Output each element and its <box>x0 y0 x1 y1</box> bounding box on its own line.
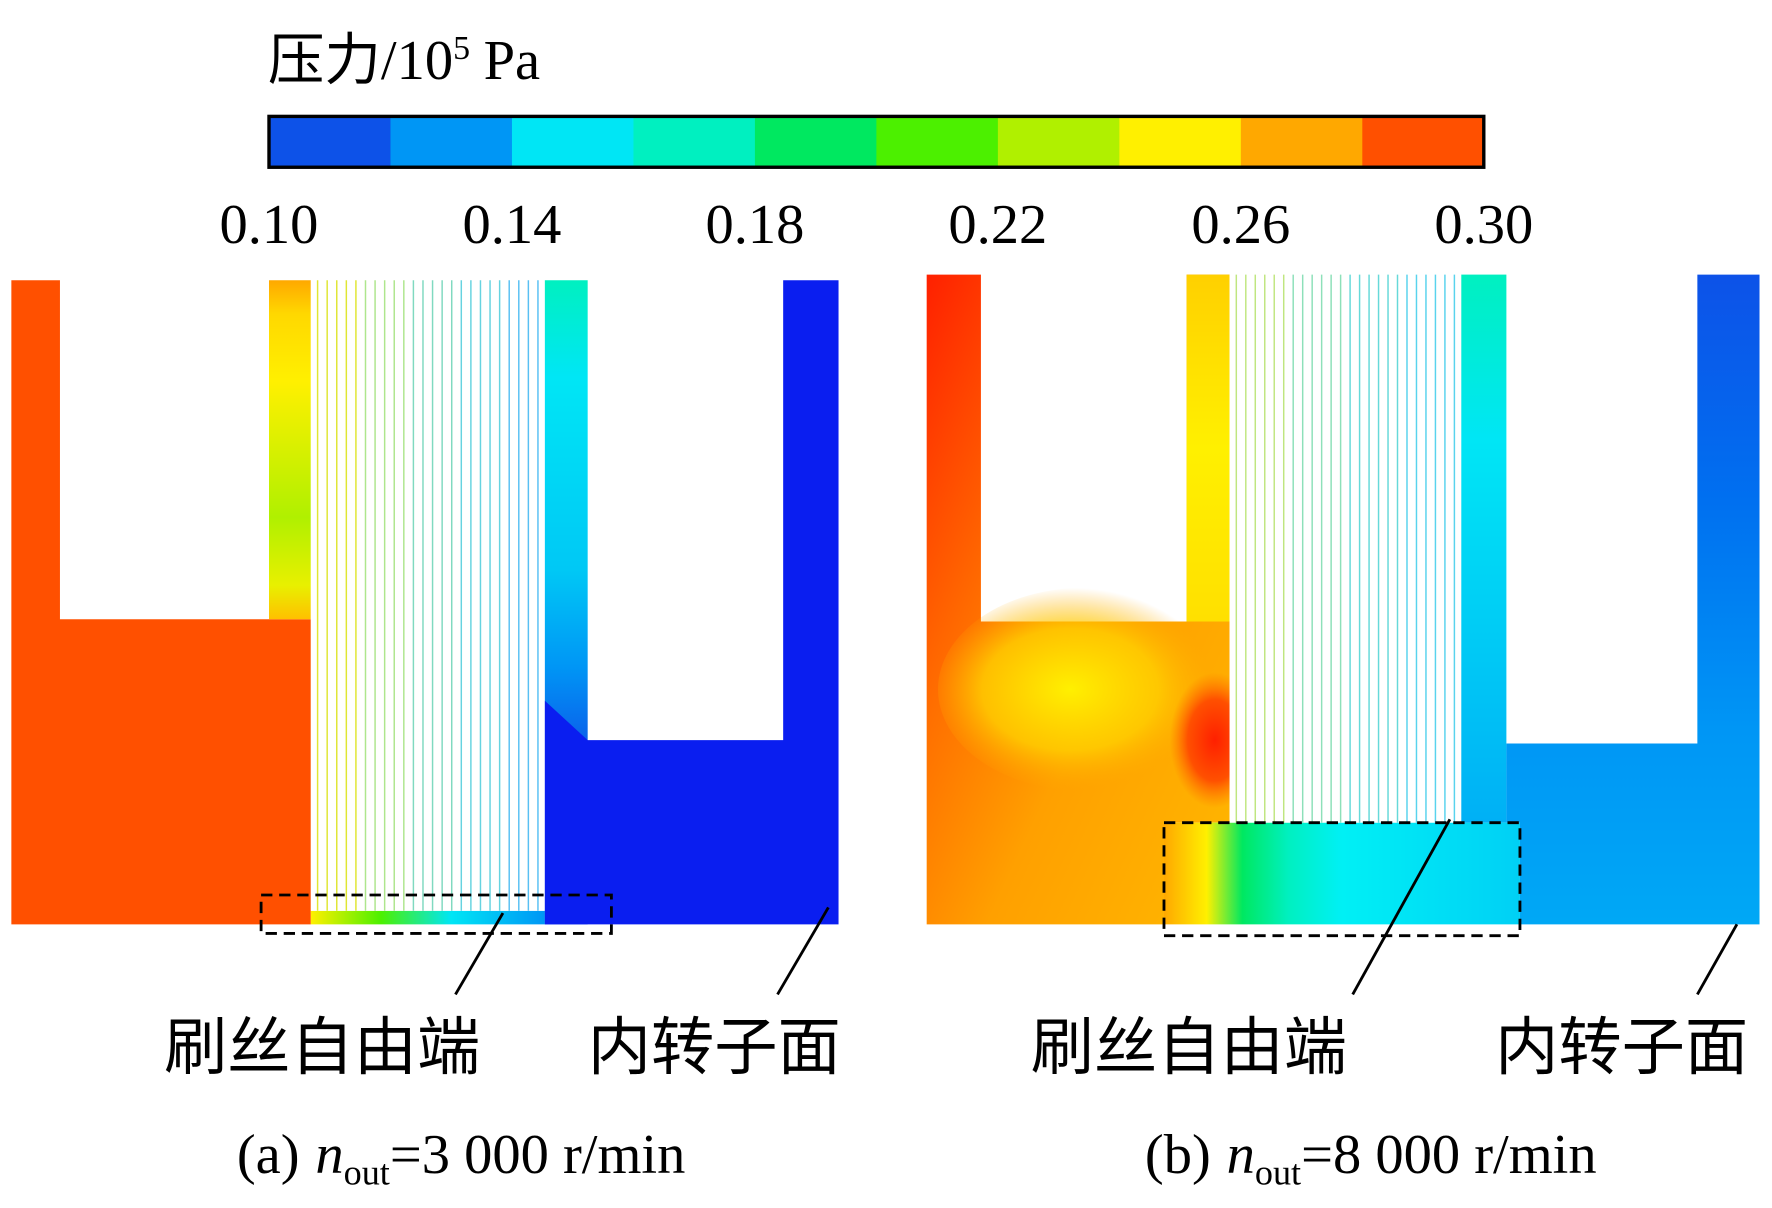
bristle-pack <box>1229 274 1462 823</box>
leader-line <box>776 906 830 996</box>
high-pressure-region <box>11 280 311 925</box>
colorbar-segment <box>876 116 999 168</box>
annotation: 刷丝自由端 <box>1031 1013 1347 1083</box>
bristle-background <box>310 280 545 911</box>
colorbar-tick-label: 0.30 <box>1434 194 1533 256</box>
colorbar-segment <box>754 116 877 168</box>
colorbar-segment <box>1240 116 1363 168</box>
caption: (b) nout=8 000 r/min <box>1145 1124 1597 1192</box>
leader-line <box>1696 923 1739 996</box>
colorbar-segment <box>1362 116 1485 168</box>
caption: (a) nout=3 000 r/min <box>237 1124 686 1192</box>
contour <box>937 587 1232 792</box>
caption-var: n <box>1227 1124 1255 1186</box>
title-main: 压力/10 <box>268 30 453 92</box>
colorbar-title: 压力/105 Pa <box>268 30 540 92</box>
annotation: 内转子面 <box>1495 1013 1748 1083</box>
upstream-gap <box>269 280 311 620</box>
colorbar-segment <box>1119 116 1242 168</box>
downstream-gap <box>1461 274 1507 823</box>
leader-line <box>454 912 505 996</box>
caption-var: n <box>315 1124 343 1186</box>
colorbar-ticks: 0.10 0.14 0.18 0.22 0.26 0.30 <box>220 194 1534 256</box>
colorbar-segment <box>269 116 392 168</box>
colorbar-tick-label: 0.26 <box>1191 194 1290 256</box>
colorbar-segment <box>390 116 513 168</box>
annotation: 刷丝自由端 <box>164 1013 480 1083</box>
panel-b: 刷丝自由端 内转子面 (b) nout=8 000 r/min <box>926 274 1760 1192</box>
colorbar-tick-label: 0.22 <box>948 194 1047 256</box>
colorbar-segment <box>997 116 1120 168</box>
low-pressure-region <box>1506 274 1760 925</box>
title-sup: 5 <box>453 30 470 67</box>
colorbar-segment <box>511 116 635 168</box>
title-unit: Pa <box>484 30 540 92</box>
colorbar-tick-label: 0.10 <box>220 194 319 256</box>
caption-sub: out <box>344 1152 390 1192</box>
colorbar-tick-label: 0.14 <box>463 194 562 256</box>
colorbar-tick-label: 0.18 <box>705 194 804 256</box>
free-end-gap <box>310 910 545 925</box>
panel-a: 刷丝自由端 内转子面 (a) nout=3 000 r/min <box>11 280 841 1192</box>
bristle-background <box>1229 274 1462 823</box>
colorbar-frame <box>267 114 1486 169</box>
free-end-gap <box>1163 822 1520 925</box>
caption-label: (b) <box>1145 1124 1211 1186</box>
caption-sub: out <box>1255 1152 1301 1192</box>
low-pressure-region <box>544 280 839 925</box>
colorbar <box>269 116 1485 168</box>
highlight-box <box>259 893 613 935</box>
caption-rest: =3 000 r/min <box>390 1124 686 1186</box>
upstream-gap <box>1186 274 1230 622</box>
leader-line <box>1351 818 1452 996</box>
bristle-pack <box>310 280 545 911</box>
caption-label: (a) <box>237 1124 300 1186</box>
annotation: 内转子面 <box>588 1013 841 1083</box>
colorbar-segment <box>633 116 756 168</box>
caption-rest: =8 000 r/min <box>1301 1124 1597 1186</box>
